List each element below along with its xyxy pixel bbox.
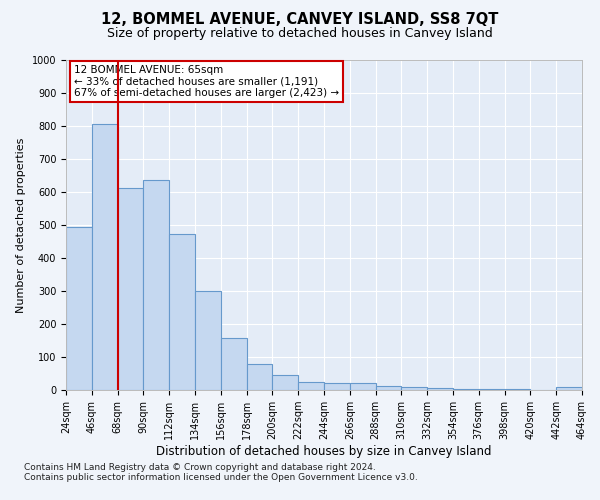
Bar (453, 388, 479, 390)
X-axis label: Distribution of detached houses by size in Canvey Island: Distribution of detached houses by size … (156, 445, 492, 458)
Bar (298, 382, 324, 390)
Text: Contains HM Land Registry data © Crown copyright and database right 2024.: Contains HM Land Registry data © Crown c… (24, 464, 376, 472)
Bar (195, 291, 221, 390)
Y-axis label: Number of detached properties: Number of detached properties (16, 138, 26, 312)
Text: Size of property relative to detached houses in Canvey Island: Size of property relative to detached ho… (107, 28, 493, 40)
Bar (118, 188, 143, 390)
Bar (92, 124, 118, 390)
Bar (324, 382, 350, 390)
Bar (66, 226, 92, 390)
Bar (556, 386, 582, 390)
Bar (143, 180, 169, 390)
Bar (247, 364, 272, 390)
Bar (401, 387, 427, 390)
Bar (221, 338, 247, 390)
Bar (427, 388, 453, 390)
Text: Contains public sector information licensed under the Open Government Licence v3: Contains public sector information licen… (24, 474, 418, 482)
Bar (350, 384, 376, 390)
Bar (376, 386, 401, 390)
Text: 12 BOMMEL AVENUE: 65sqm
← 33% of detached houses are smaller (1,191)
67% of semi: 12 BOMMEL AVENUE: 65sqm ← 33% of detache… (74, 65, 339, 98)
Bar (479, 389, 505, 390)
Bar (272, 375, 298, 390)
Text: 12, BOMMEL AVENUE, CANVEY ISLAND, SS8 7QT: 12, BOMMEL AVENUE, CANVEY ISLAND, SS8 7Q… (101, 12, 499, 28)
Bar (169, 234, 195, 390)
